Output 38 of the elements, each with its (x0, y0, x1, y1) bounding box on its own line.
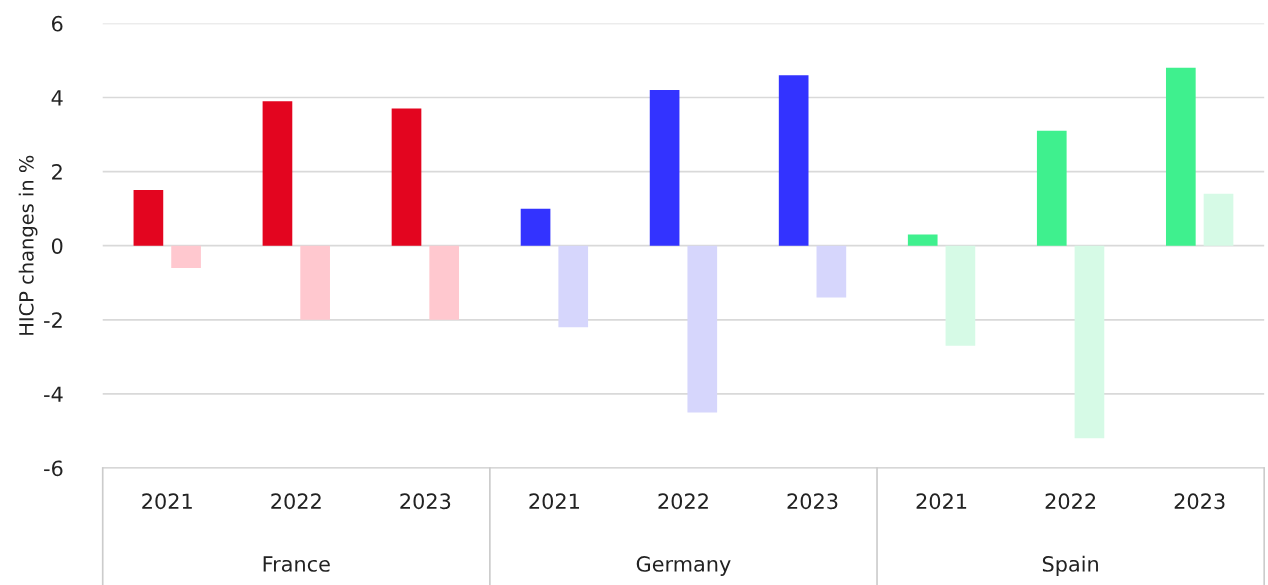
y-axis-title: HICP changes in % (18, 155, 38, 335)
bar (429, 245, 460, 320)
bar (816, 245, 847, 298)
x-tick-label: 2021 (142, 493, 192, 510)
bar (520, 208, 551, 246)
x-tick-label: 2022 (1045, 493, 1096, 510)
bar (945, 245, 976, 346)
x-tick-label: 2023 (400, 493, 451, 510)
x-tick-label: 2022 (271, 493, 321, 510)
y-tick-label: -2 (44, 312, 62, 328)
bar (1036, 130, 1067, 246)
text: Spain (1042, 555, 1098, 576)
y-tick-label: -4 (44, 386, 63, 402)
text: France (263, 556, 330, 572)
bar (687, 245, 718, 413)
bar (300, 245, 330, 320)
x-tick-label: 2023 (787, 493, 838, 510)
y-tick-label: 2 (52, 164, 62, 180)
x-tick-label: 2021 (529, 493, 579, 510)
y-tick-label: 0 (51, 238, 63, 254)
y-tick-label: 4 (51, 90, 63, 106)
bar (907, 234, 938, 246)
bar (778, 75, 809, 246)
x-tick-label: 2021 (916, 493, 967, 510)
bar (558, 245, 589, 328)
bar (1165, 67, 1196, 246)
y-tick-label: -6 (44, 460, 63, 477)
bar (1203, 193, 1234, 246)
bar (262, 101, 293, 246)
text: Germany (636, 556, 731, 576)
bar (391, 108, 422, 246)
bar (1074, 245, 1105, 439)
x-tick-label: 2022 (658, 493, 708, 510)
bar (649, 90, 680, 246)
bar (171, 245, 201, 268)
x-tick-label: 2023 (1174, 493, 1225, 510)
bar (133, 190, 164, 246)
y-tick-label: 6 (52, 15, 63, 32)
